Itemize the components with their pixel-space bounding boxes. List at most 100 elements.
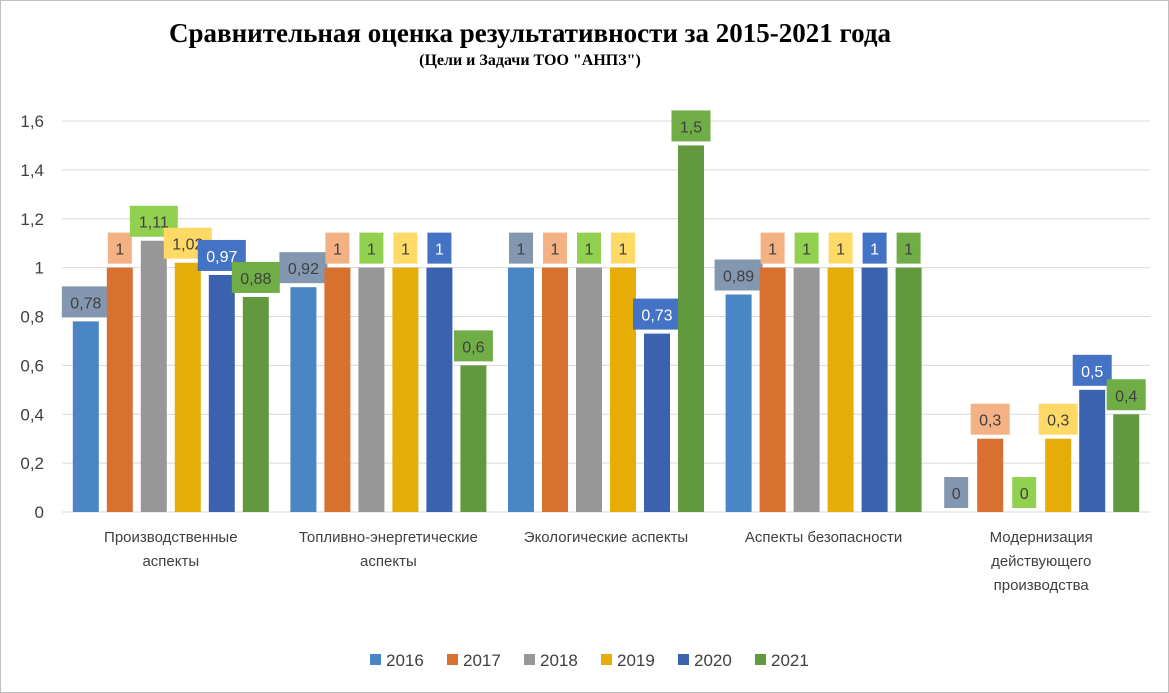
data-label: 1,5 <box>680 119 702 136</box>
chart-title: Сравнительная оценка результативности за… <box>168 18 891 48</box>
legend-swatch <box>524 654 535 665</box>
data-label: 0,92 <box>288 261 319 278</box>
bar <box>977 438 1004 512</box>
data-label-box <box>970 403 1010 435</box>
category-label: Аспекты безопасности <box>745 529 902 546</box>
category-label: Производственные <box>104 529 238 546</box>
data-label-box <box>671 110 711 142</box>
bar <box>542 267 568 512</box>
legend-swatch <box>370 654 381 665</box>
data-label-box <box>453 330 493 362</box>
legend-label: 2020 <box>694 651 732 670</box>
bar <box>358 267 385 512</box>
bar <box>895 267 922 512</box>
data-label-box <box>279 252 328 284</box>
category-label: действующего <box>991 553 1091 570</box>
bar <box>242 296 269 512</box>
data-label: 0,73 <box>641 308 672 325</box>
legend-label: 2016 <box>386 651 424 670</box>
data-label-box <box>1072 354 1112 386</box>
data-label: 0,4 <box>1115 388 1137 405</box>
data-label-box <box>509 232 533 264</box>
category-label: аспекты <box>142 553 199 570</box>
y-tick-label: 0,2 <box>20 454 44 473</box>
legend-swatch <box>678 654 689 665</box>
data-label: 1 <box>333 242 342 259</box>
y-tick-label: 1,4 <box>20 161 44 180</box>
legend-label: 2018 <box>540 651 578 670</box>
data-label: 0,97 <box>206 249 237 266</box>
data-label: 1,11 <box>139 215 169 232</box>
y-tick-label: 1 <box>35 259 44 278</box>
y-tick-label: 0,4 <box>20 405 44 424</box>
y-tick-label: 0,6 <box>20 356 44 375</box>
data-label-box <box>577 232 601 264</box>
bar <box>827 267 854 512</box>
data-label-box <box>828 232 853 264</box>
legend-swatch <box>755 654 766 665</box>
y-tick-label: 0,8 <box>20 308 44 327</box>
data-label-box <box>543 232 567 264</box>
data-label-box <box>714 259 763 291</box>
bar <box>1113 414 1140 512</box>
data-label: 1 <box>401 242 410 259</box>
category-label: Топливно-энергетические <box>299 529 478 546</box>
y-tick-label: 0 <box>35 503 44 522</box>
bar <box>793 267 820 512</box>
data-label: 1 <box>551 242 560 259</box>
category-label: производства <box>994 577 1090 594</box>
data-label-box <box>944 477 969 508</box>
bar <box>460 365 487 512</box>
data-label-box <box>862 232 887 264</box>
bar <box>106 267 133 512</box>
category-label: Модернизация <box>990 529 1093 546</box>
bar <box>174 262 201 512</box>
data-label-box <box>633 298 681 330</box>
bar <box>426 267 453 512</box>
bar <box>759 267 786 512</box>
data-label-box <box>896 232 921 264</box>
bar <box>508 267 534 512</box>
data-label: 1 <box>517 242 526 259</box>
data-label-box <box>231 261 280 293</box>
data-label-box <box>427 232 452 264</box>
data-label: 1 <box>904 242 913 259</box>
data-label-box <box>1038 403 1078 435</box>
data-label: 0 <box>952 486 961 503</box>
data-label: 0,88 <box>240 271 271 288</box>
legend-label: 2021 <box>771 651 809 670</box>
data-label: 0,6 <box>462 339 484 356</box>
data-label: 1 <box>585 242 594 259</box>
bar <box>72 321 99 512</box>
bar <box>1079 389 1106 512</box>
data-label: 1 <box>768 242 777 259</box>
data-label: 0 <box>1020 486 1029 503</box>
bar <box>208 274 235 512</box>
data-label: 0,78 <box>70 295 101 312</box>
data-label-box <box>611 232 635 264</box>
bar <box>678 145 704 512</box>
data-label: 0,89 <box>723 269 754 286</box>
bar <box>1045 438 1072 512</box>
bar <box>576 267 602 512</box>
data-label: 0,3 <box>1047 413 1069 430</box>
category-label: Экологические аспекты <box>524 529 688 546</box>
data-label-box <box>107 232 132 264</box>
data-label: 1 <box>870 242 879 259</box>
data-label: 1 <box>802 242 811 259</box>
y-tick-label: 1,6 <box>20 112 44 131</box>
bar <box>861 267 888 512</box>
bar <box>392 267 419 512</box>
chart-subtitle: (Цели и Задачи ТОО "АНПЗ") <box>419 52 641 69</box>
data-label-box <box>325 232 350 264</box>
legend-label: 2017 <box>463 651 501 670</box>
bar <box>140 240 167 512</box>
data-label: 0,3 <box>979 413 1001 430</box>
y-tick-label: 1,2 <box>20 210 44 229</box>
data-label-box <box>760 232 785 264</box>
legend-swatch <box>601 654 612 665</box>
legend-label: 2019 <box>617 651 655 670</box>
bar <box>290 287 317 512</box>
data-label: 0,5 <box>1081 364 1103 381</box>
